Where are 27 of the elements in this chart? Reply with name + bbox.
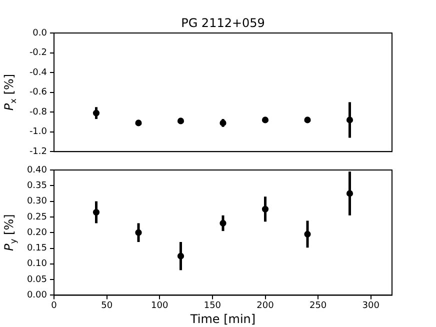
y-tick-label: 0.10 [26, 259, 48, 270]
y-tick-label: 0.05 [26, 274, 47, 285]
x-tick-label: 300 [362, 300, 380, 311]
y-tick-label: -1.0 [29, 127, 48, 138]
y-tick-label: -0.6 [29, 88, 48, 98]
x-tick-label: 50 [101, 300, 113, 311]
y-tick-label: 0.40 [26, 165, 48, 176]
y-tick-label: -0.2 [29, 48, 47, 58]
y-tick-label: 0.15 [26, 244, 47, 254]
x-axis-title: Time [min] [189, 312, 256, 326]
y-tick-label: 0.35 [26, 180, 47, 191]
y-tick-label: -0.4 [29, 68, 48, 78]
x-tick-label: 0 [51, 300, 58, 311]
chart-title: PG 2112+059 [181, 16, 265, 30]
y-tick-label: 0.25 [26, 212, 47, 222]
y-tick-label: 0.20 [26, 228, 48, 238]
y-tick-label: -0.8 [29, 107, 48, 118]
x-tick-label: 250 [309, 300, 327, 311]
y-tick-label: 0.0 [32, 28, 48, 38]
y-tick-label: 0.30 [26, 196, 48, 207]
y-axis-title: Px [%] [2, 74, 18, 111]
y-tick-label: -1.2 [29, 146, 47, 157]
y-axis-title: Py [%] [2, 214, 18, 251]
x-tick-label: 200 [256, 300, 274, 311]
x-tick-label: 100 [151, 300, 168, 311]
y-tick-label: 0.00 [26, 290, 48, 301]
x-tick-label: 150 [204, 300, 222, 311]
